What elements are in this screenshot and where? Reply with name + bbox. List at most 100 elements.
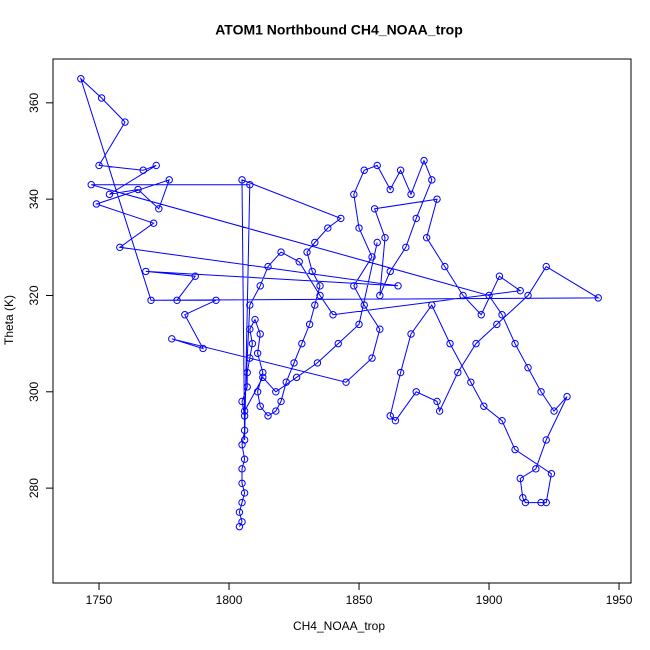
data-point (238, 498, 246, 507)
data-point (428, 301, 436, 309)
data-point (181, 311, 189, 319)
data-point (376, 325, 384, 333)
x-tick-label: 1900 (476, 593, 503, 607)
data-point (295, 258, 303, 266)
data-point (350, 282, 358, 290)
data-point (420, 156, 428, 165)
data-point (563, 392, 571, 401)
data-point (77, 75, 85, 83)
x-tick-label: 1950 (606, 593, 633, 607)
data-point (305, 320, 314, 329)
data-point (240, 455, 249, 463)
data-point (542, 498, 550, 507)
y-axis-label: Theta (K) (2, 295, 16, 345)
data-point (155, 205, 163, 213)
data-point (238, 479, 246, 488)
data-point (550, 407, 558, 415)
data-point (542, 262, 550, 271)
data-point (97, 94, 106, 102)
data-point (277, 248, 285, 256)
data-point (165, 176, 173, 184)
data-point (472, 339, 480, 348)
data-point (272, 388, 280, 396)
data-point (532, 465, 540, 473)
data-point (256, 330, 264, 338)
data-point (256, 402, 264, 410)
data-point (235, 508, 244, 516)
data-point (191, 272, 199, 280)
data-point (277, 397, 285, 406)
y-tick-label: 360 (27, 92, 41, 112)
data-point (459, 291, 467, 300)
data-point (511, 445, 519, 454)
data-point (253, 349, 262, 357)
data-point (394, 282, 402, 290)
data-point (240, 436, 249, 444)
x-tick-label: 1750 (86, 593, 113, 607)
data-point (152, 161, 160, 170)
data-point (402, 243, 410, 252)
data-point (329, 311, 337, 319)
y-tick-label: 320 (27, 285, 41, 305)
data-point (441, 262, 449, 271)
data-point (251, 315, 259, 324)
data-point (511, 339, 519, 348)
data-point (139, 166, 147, 174)
data-point (337, 214, 345, 223)
data-point (199, 344, 207, 353)
data-point (594, 294, 602, 302)
data-point (311, 301, 319, 309)
data-point (324, 224, 332, 232)
x-tick-label: 1800 (216, 593, 243, 607)
data-point (246, 301, 254, 309)
data-point (121, 118, 129, 126)
data-point (342, 378, 350, 386)
data-point (542, 436, 550, 444)
data-point (433, 195, 441, 203)
data-point (334, 339, 342, 348)
y-tick-label: 280 (27, 478, 41, 498)
data-point (537, 498, 545, 507)
data-point (446, 339, 454, 348)
data-point (248, 339, 257, 348)
data-point (524, 291, 532, 300)
data-point (516, 286, 524, 295)
data-point (521, 498, 530, 507)
data-point (495, 272, 504, 280)
data-point (264, 412, 272, 420)
data-point (412, 214, 420, 223)
chart-title: ATOM1 Northbound CH4_NOAA_trop (215, 22, 463, 38)
data-point (243, 368, 251, 377)
data-point (477, 311, 485, 319)
data-point (435, 407, 444, 415)
y-tick-label: 340 (27, 189, 41, 209)
data-point (498, 416, 506, 425)
data-point (316, 282, 324, 290)
data-point (308, 267, 316, 276)
data-point (412, 388, 420, 396)
x-axis-label: CH4_NOAA_trop (293, 619, 385, 633)
data-point (467, 378, 475, 386)
data-point (240, 407, 249, 415)
data-point (87, 181, 95, 189)
data-point (485, 291, 493, 300)
data-point (373, 161, 381, 170)
data-point (105, 190, 114, 199)
data-point (355, 320, 363, 329)
data-point (350, 190, 358, 199)
plot-box (52, 58, 632, 584)
data-point (134, 185, 142, 194)
data-point (240, 412, 249, 420)
data-point (355, 224, 363, 232)
data-point (238, 397, 246, 406)
data-point (253, 388, 262, 396)
data-point (396, 166, 405, 174)
data-point (381, 233, 389, 242)
data-point (290, 359, 298, 367)
data-point (428, 176, 436, 184)
data-point (142, 267, 150, 276)
data-point (240, 489, 249, 497)
data-point (391, 416, 400, 425)
data-point (246, 181, 254, 189)
